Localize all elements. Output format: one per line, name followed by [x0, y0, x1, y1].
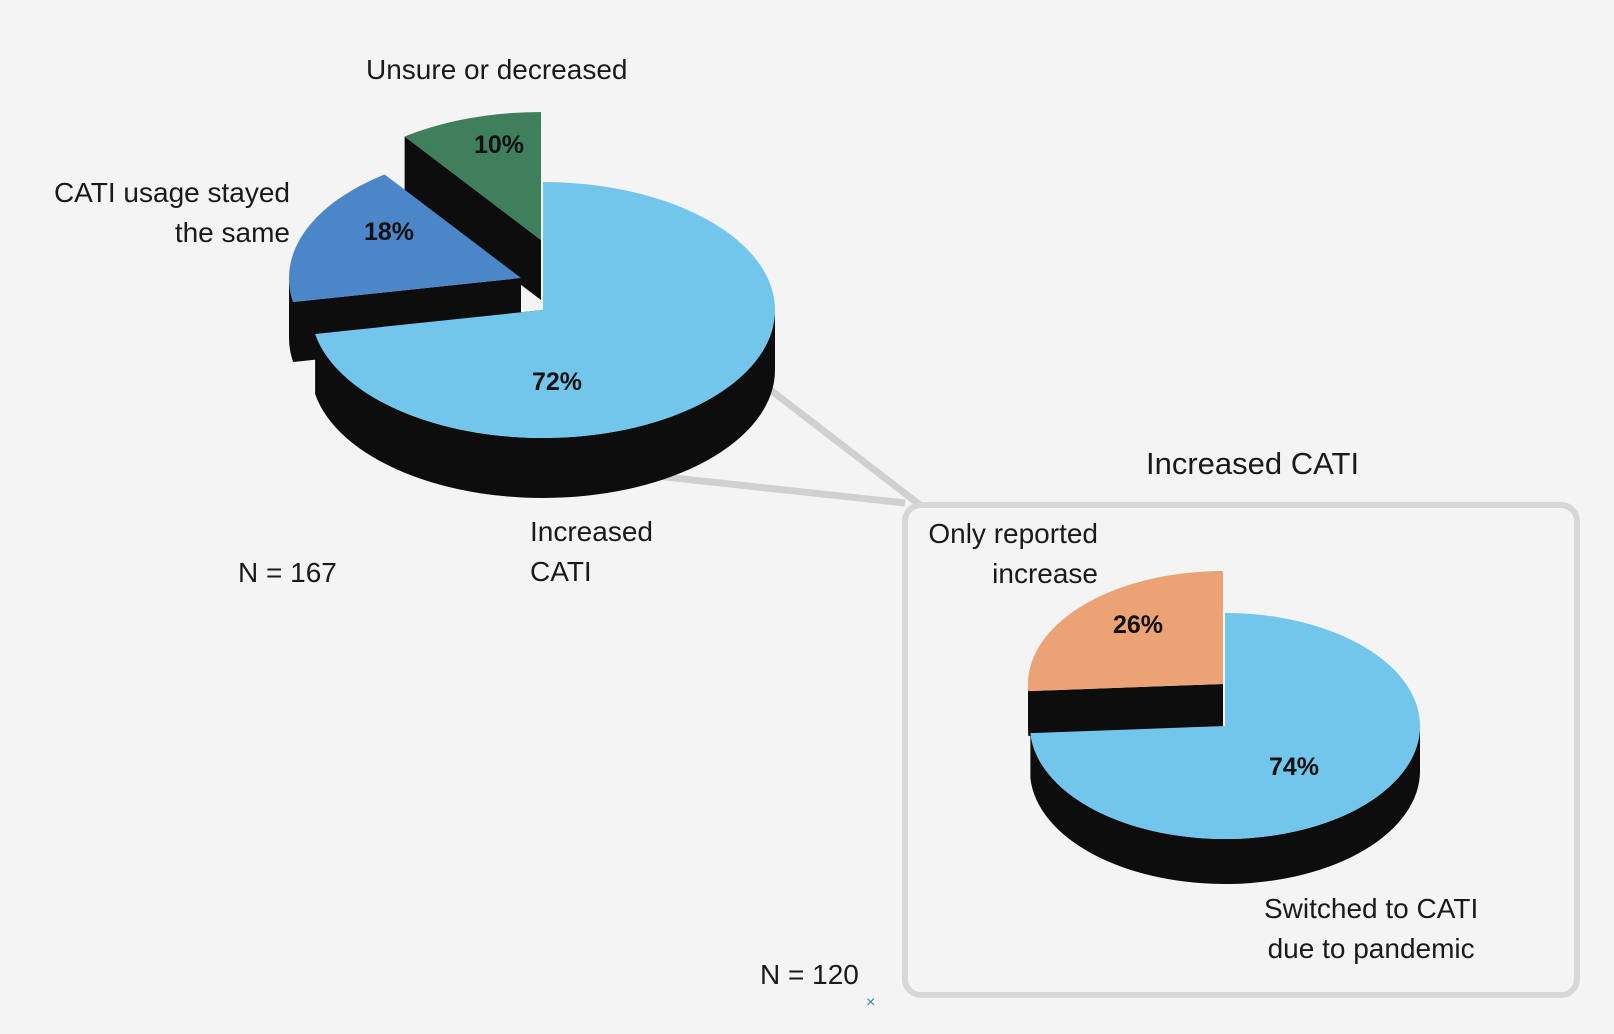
main-pie: 72% 18% 10% — [288, 112, 775, 499]
breakout-frame — [902, 502, 1580, 998]
breakout-pie: 74% 26% — [1027, 571, 1421, 885]
main-slice-18-top — [288, 174, 521, 302]
label-switched-to-cati: Switched to CATI due to pandemic — [1264, 893, 1479, 964]
label-cati-same: CATI usage stayed the same — [53, 177, 290, 248]
label-unsure-or-decreased: Unsure or decreased — [366, 54, 628, 85]
main-pct-10: 10% — [474, 131, 524, 159]
main-n-label: N = 167 — [238, 557, 337, 588]
label-only-reported-increase: Only reported increase — [928, 518, 1098, 589]
main-slice-10-top — [404, 112, 541, 240]
breakout-pct-74: 74% — [1269, 753, 1319, 781]
breakout-n-label: N = 120 — [760, 959, 859, 990]
breakout-slice-74-top — [1030, 613, 1421, 839]
breakout-slice-74-side — [1030, 726, 1420, 885]
breakout-slice-26-top — [1027, 571, 1223, 692]
breakout-pct-26: 26% — [1113, 611, 1163, 639]
connector-line-upper — [761, 382, 923, 508]
connector-line-lower — [627, 469, 906, 507]
breakout-title: Increased CATI — [1146, 446, 1360, 481]
breakout-slice-26-side — [1028, 684, 1223, 737]
main-slice-72-top — [315, 182, 775, 438]
close-marker-icon: × — [866, 994, 876, 1011]
main-pct-72: 72% — [532, 368, 582, 396]
main-pct-18: 18% — [364, 218, 414, 246]
label-increased-cati: Increased CATI — [530, 516, 653, 587]
main-slice-10-side — [404, 136, 541, 300]
